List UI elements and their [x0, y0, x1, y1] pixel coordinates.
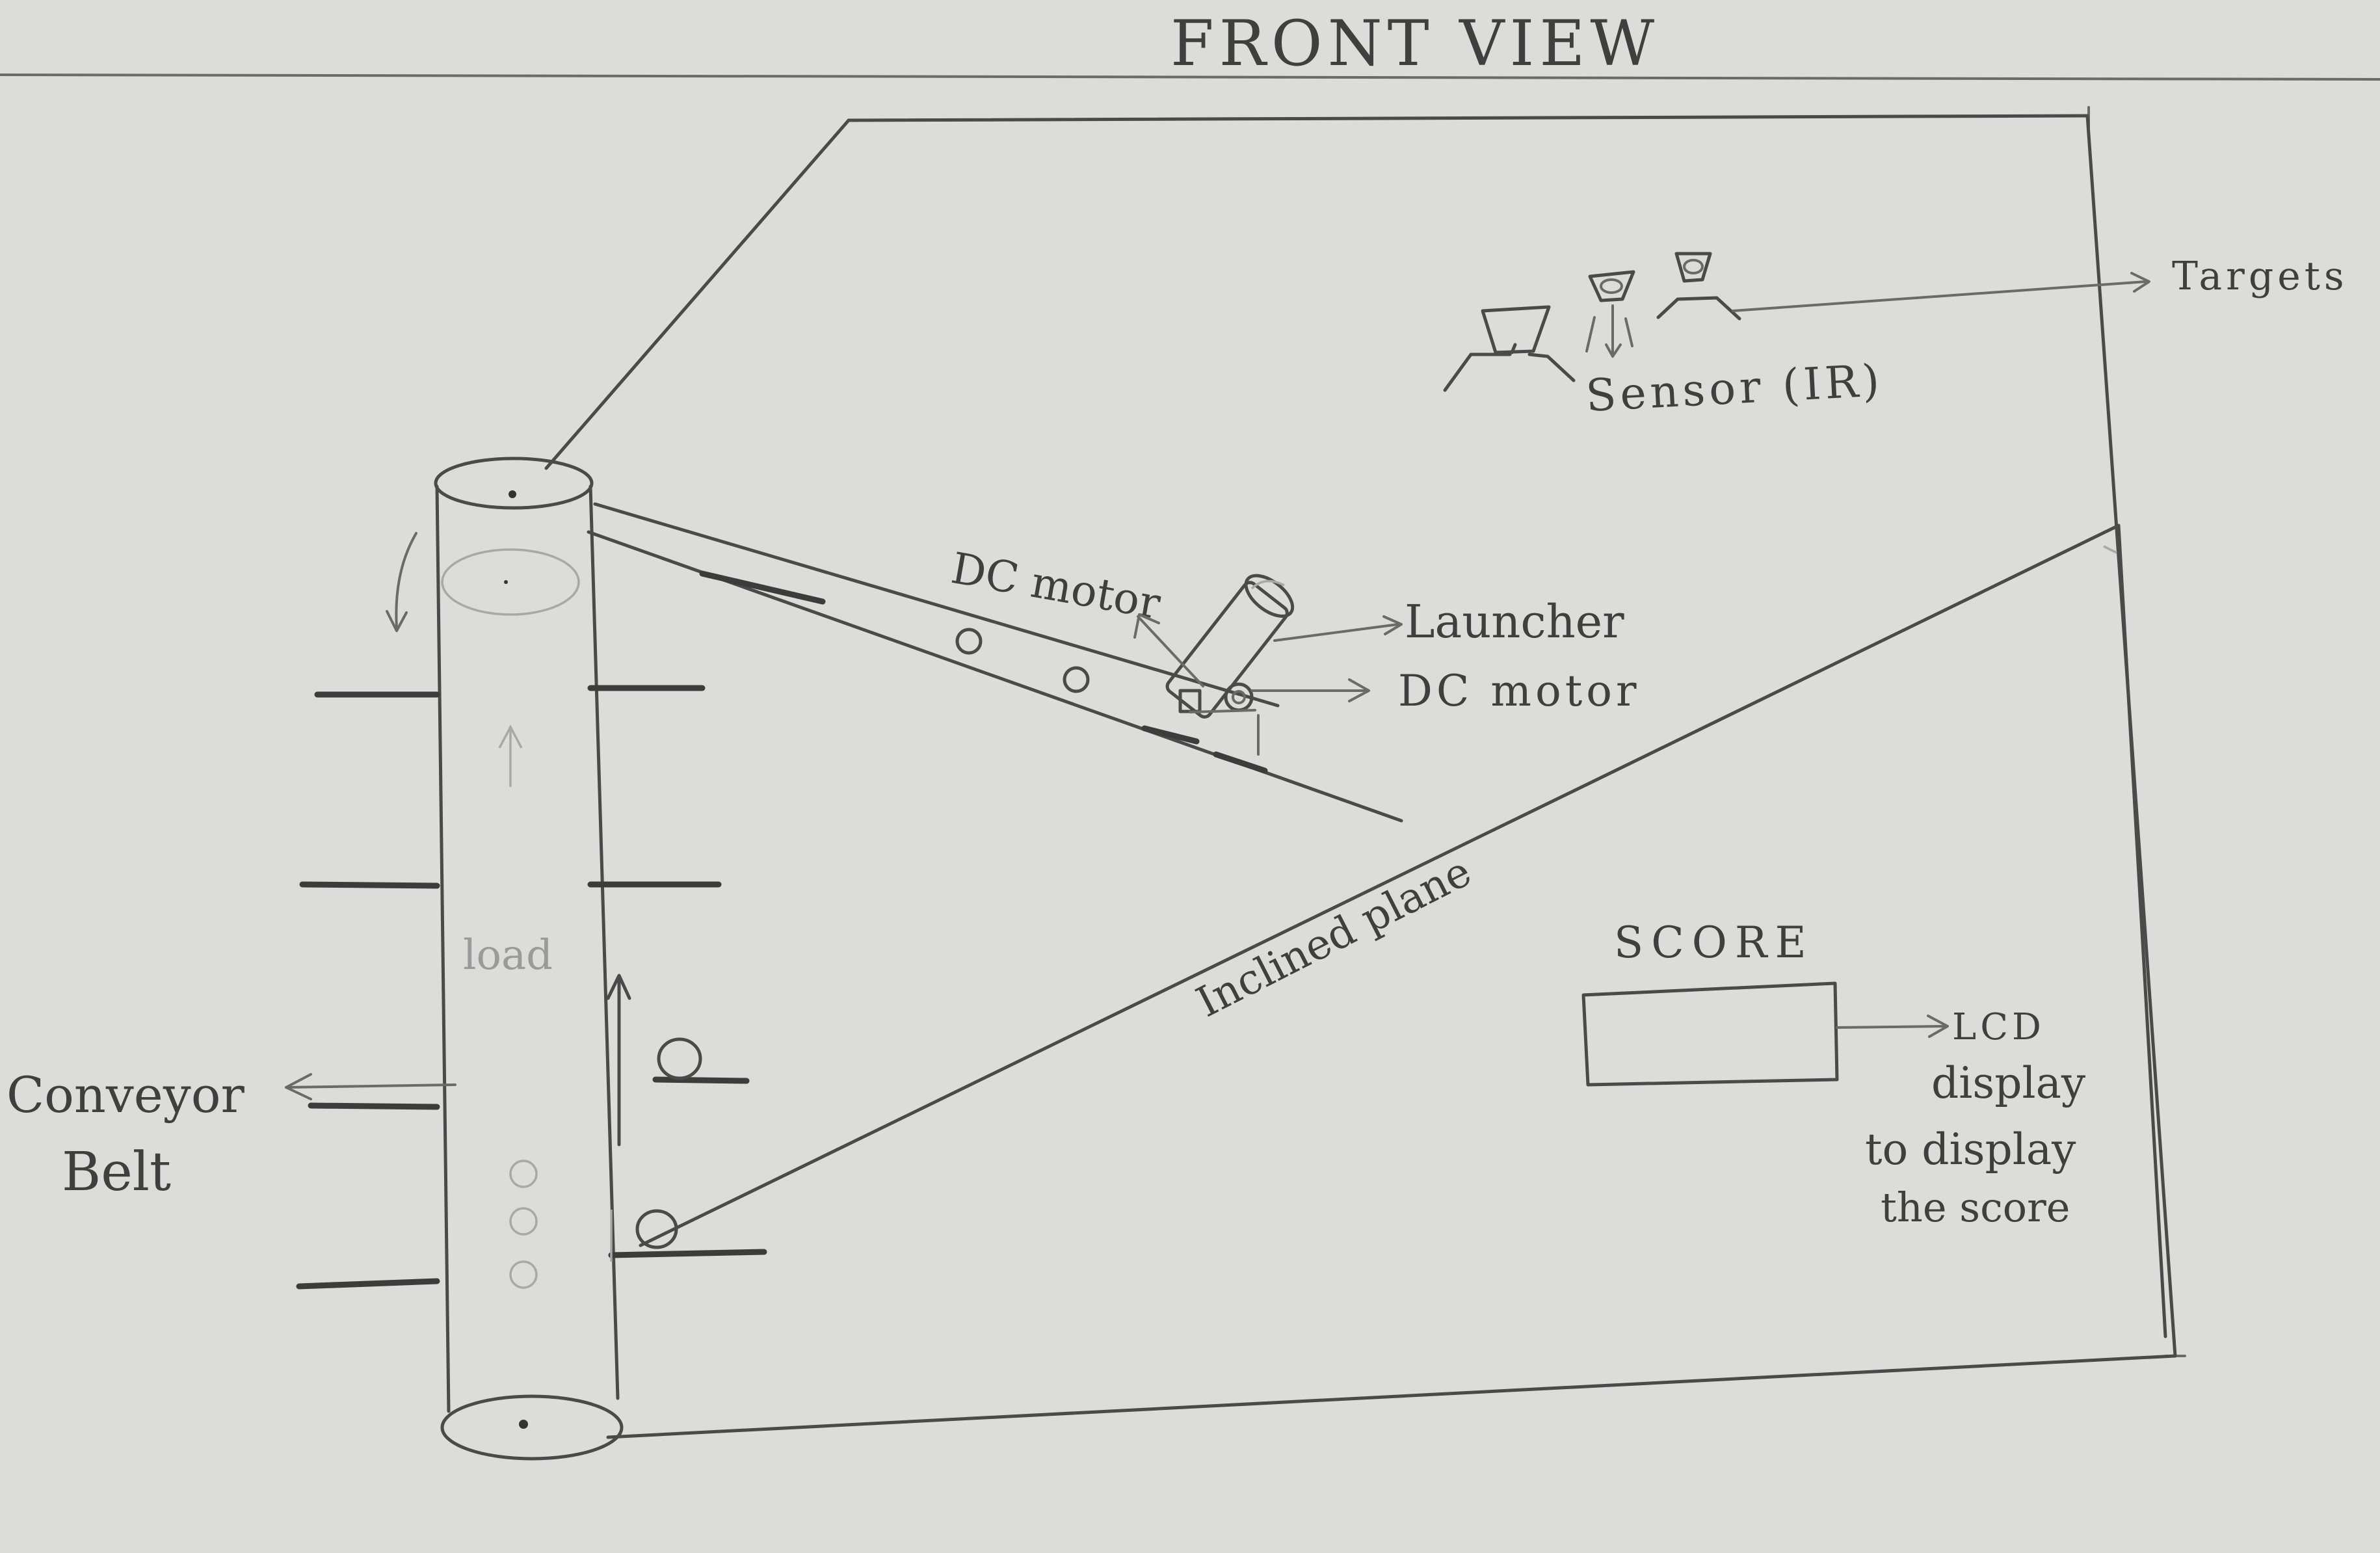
targets-label: Targets	[2172, 254, 2348, 299]
belt-label: Belt	[62, 1141, 171, 1203]
launcher-assembly	[1165, 574, 1295, 756]
score-label: SCORE	[1614, 918, 1814, 968]
tube-shelves	[296, 685, 767, 1290]
dc-motor-right-label: DC motor	[1398, 666, 1641, 716]
lcd-label-line4: the score	[1881, 1184, 2070, 1231]
conveyor-label-group: Conveyor Belt	[7, 1066, 456, 1203]
targets	[1443, 252, 2150, 392]
lcd-label-line2: display	[1931, 1058, 2086, 1108]
conveyor-belt-tube: load	[386, 457, 624, 1461]
score-lcd: SCORE	[1581, 918, 1949, 1087]
launcher-label: Launcher	[1405, 595, 1624, 648]
lcd-label-line3: to display	[1865, 1124, 2076, 1175]
sensor-label: Sensor (IR)	[1585, 355, 1884, 422]
inclined-plane-label: Inclined plane	[1189, 847, 1479, 1027]
lcd-label-line1: LCD	[1952, 1006, 2045, 1048]
title-rule	[0, 73, 2380, 81]
ramp	[587, 502, 1403, 823]
page-title: FRONT VIEW	[1170, 7, 1659, 80]
load-label: load	[463, 931, 553, 979]
inclined-plane	[639, 524, 2121, 1247]
enclosure	[544, 106, 2186, 1439]
conveyor-label: Conveyor	[7, 1066, 245, 1124]
